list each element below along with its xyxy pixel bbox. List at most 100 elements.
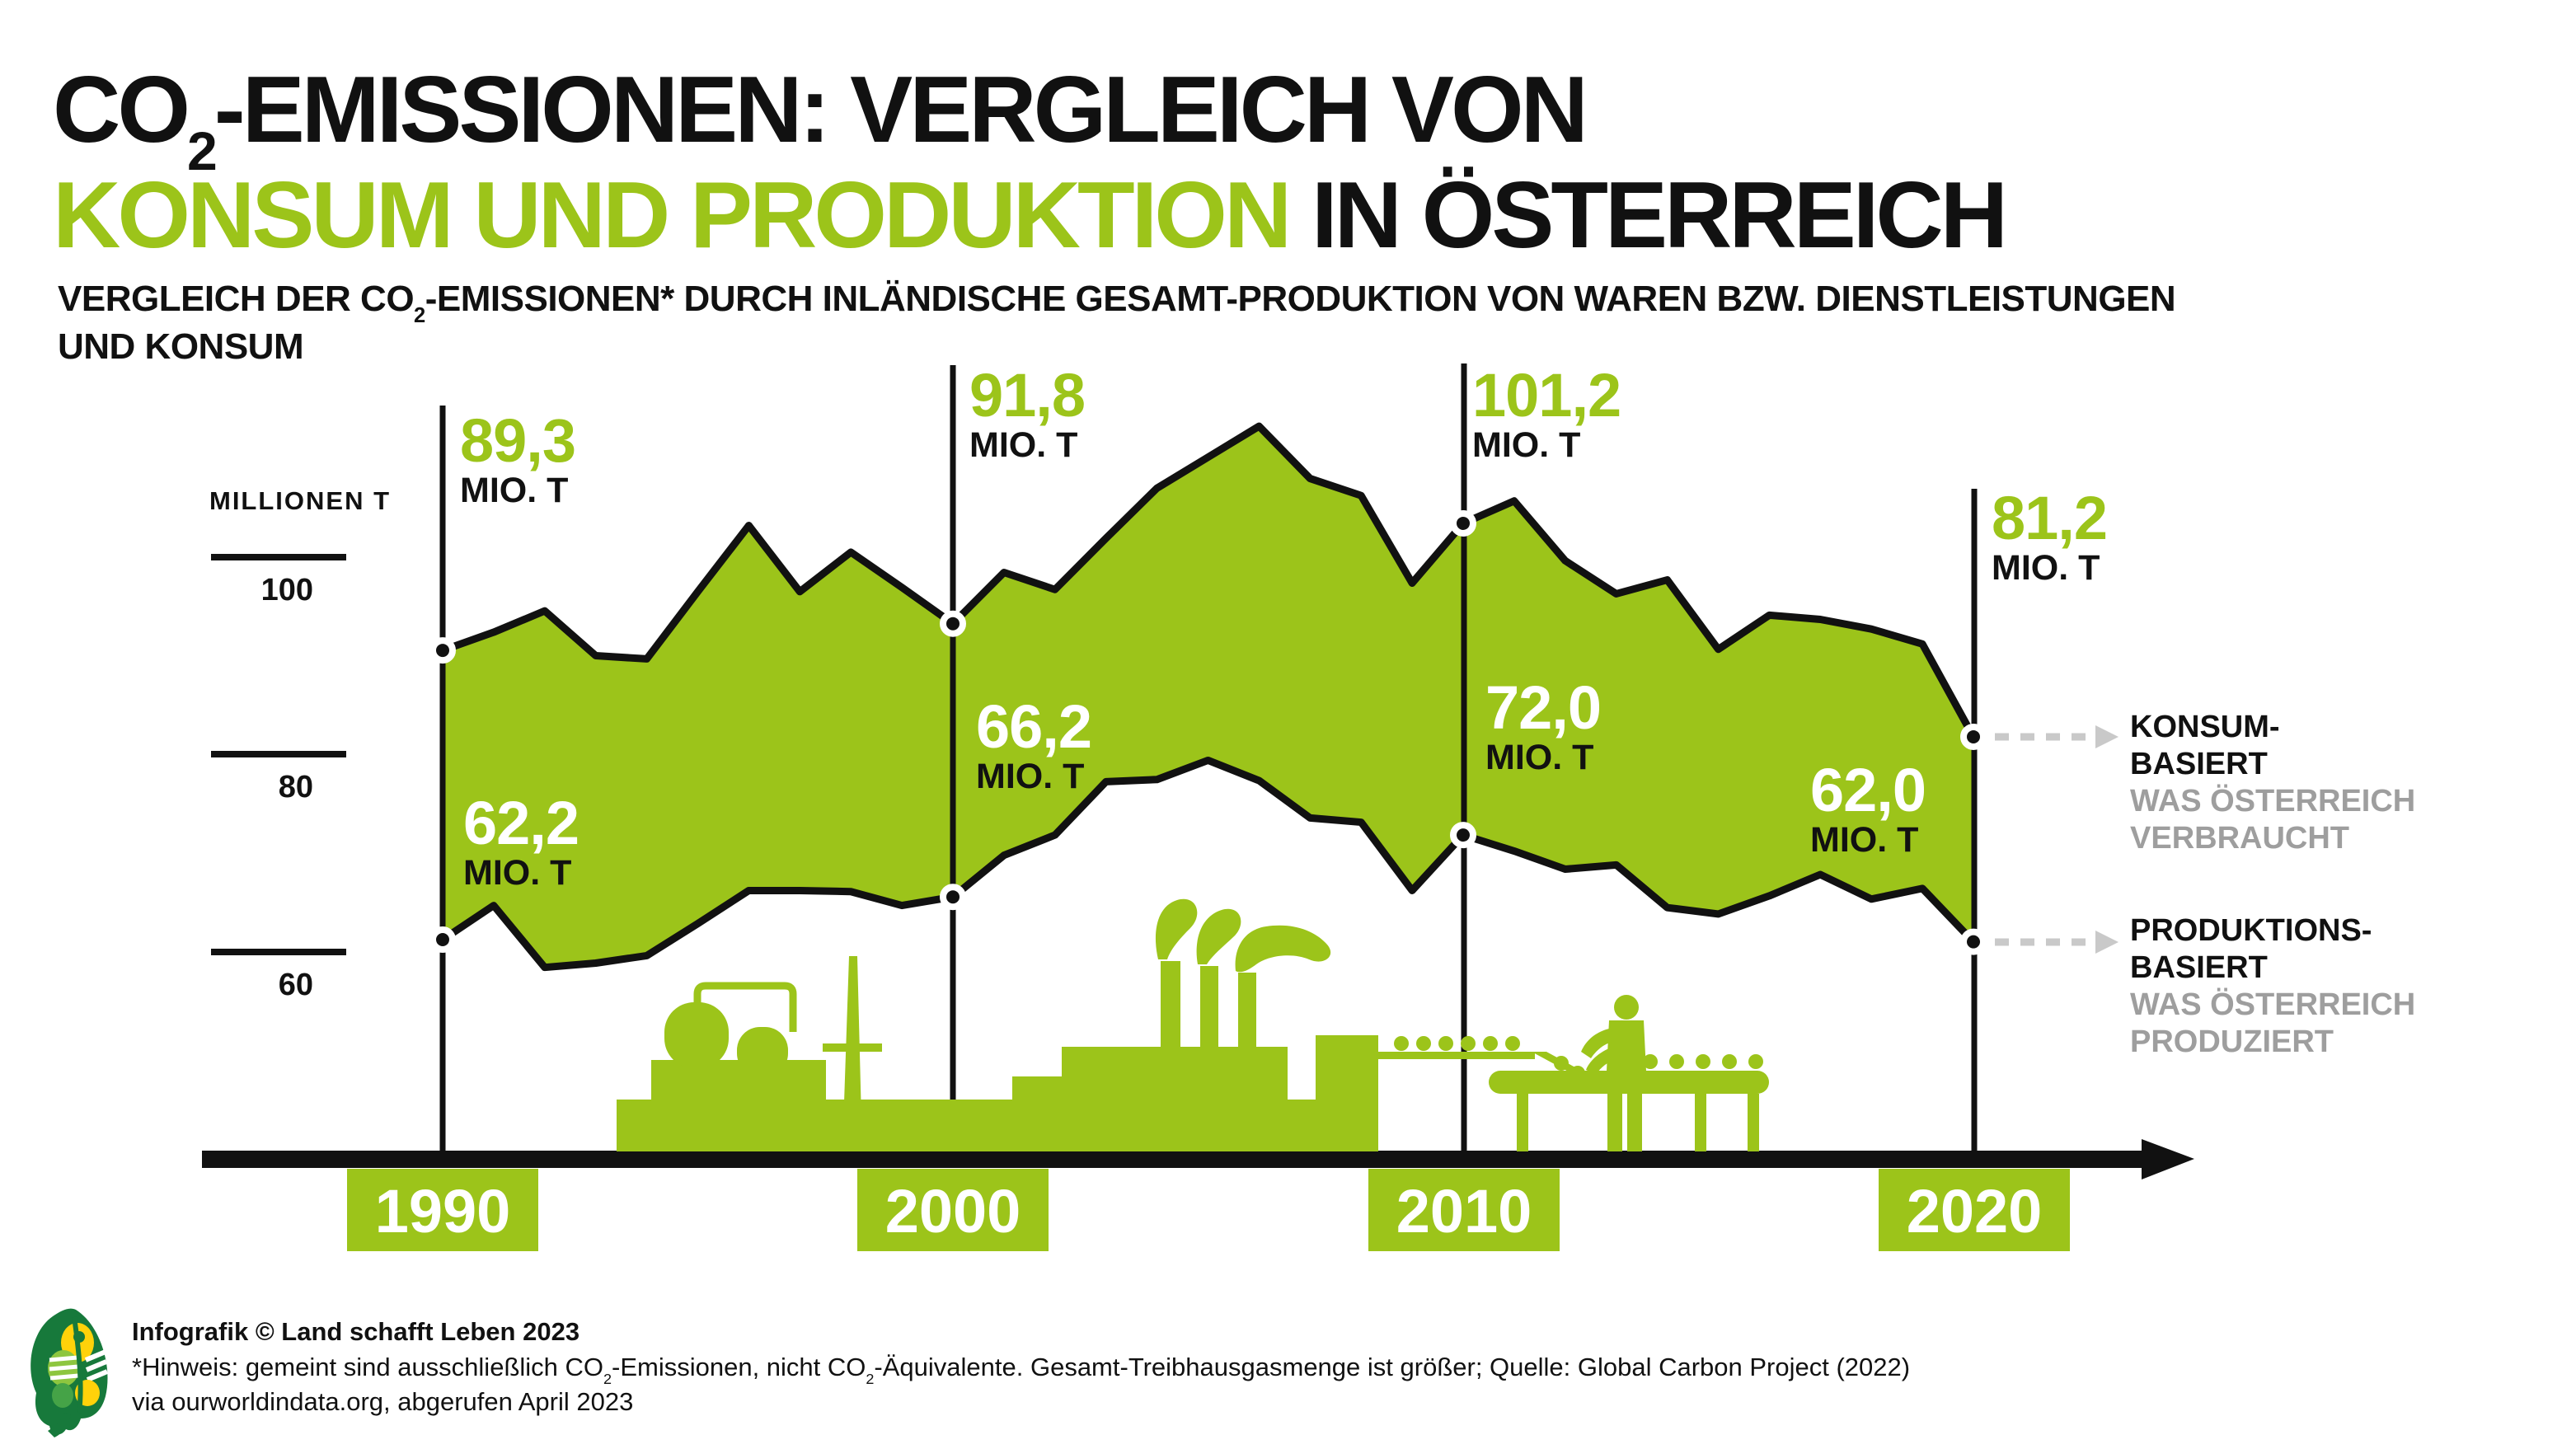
produktion-2000-unit: MIO. T (976, 757, 1091, 796)
page-title-line2: KONSUM UND PRODUKTION IN ÖSTERREICH (53, 163, 2005, 269)
konsum-2020-value: 81,2 (1992, 488, 2107, 549)
legend-produktion-title-line2: BASIERT (2130, 950, 2415, 987)
y-axis-unit-label: MILLIONEN T (209, 486, 391, 516)
factory-illustration (617, 899, 1769, 1151)
smokestack-icon (1238, 973, 1256, 1052)
smoke-puff-icon (1156, 899, 1197, 959)
produktion-2010-unit: MIO. T (1485, 739, 1601, 777)
page-subtitle-line1: VERGLEICH DER CO2-EMISSIONEN* DURCH INLÄ… (58, 275, 2175, 323)
dot-konsum-2020 (1964, 727, 1983, 747)
year-label-2020: 2020 (1879, 1169, 2070, 1251)
year-line-2010 (1462, 363, 1467, 1154)
legend-produktion-sub-line1: WAS ÖSTERREICH (2130, 987, 2415, 1024)
produktion-2020-value: 62,0 (1810, 760, 1926, 821)
footer-credit: Infografik © Land schafft Leben 2023 (132, 1315, 579, 1348)
smokestack-icon (1200, 966, 1218, 1052)
tick-line-100 (211, 554, 346, 560)
conveyor-item (1748, 1054, 1763, 1069)
footer-note-line2: via ourworldindata.org, abgerufen April … (132, 1386, 633, 1419)
dot-produktion-2020 (1964, 932, 1983, 952)
storage-tank-icon (737, 1027, 788, 1076)
belt-leg (1517, 1094, 1528, 1151)
dot-produktion-1990 (433, 930, 453, 950)
chimney-crossbar (823, 1043, 882, 1052)
conveyor-item (1505, 1036, 1520, 1051)
y-axis-ticks (211, 554, 346, 955)
infographic-canvas: { "title": { "line1_pre_sub": "CO", "lin… (0, 0, 2576, 1449)
legend-produktion-title-line1: PRODUKTIONS- (2130, 912, 2415, 950)
konsum-2000-unit: MIO. T (969, 426, 1085, 465)
produktion-1990-value: 62,2 (463, 793, 579, 854)
dot-produktion-2010 (1453, 825, 1473, 845)
conveyor-item (1438, 1036, 1453, 1051)
page-title-highlight: KONSUM UND PRODUKTION (53, 163, 1288, 268)
year-label-1990: 1990 (347, 1169, 538, 1251)
tick-label-100: 100 (188, 574, 313, 606)
smoke-puff-icon (1197, 909, 1241, 964)
konsum-2010-unit: MIO. T (1472, 426, 1621, 465)
page-subtitle-line2: UND KONSUM (58, 323, 2175, 371)
co2-subscript: 2 (187, 121, 214, 182)
x-axis-arrowhead-icon (2142, 1139, 2194, 1179)
legend-produktion-sub-line2: PRODUZIERT (2130, 1024, 2415, 1061)
year-line-2000 (950, 365, 956, 1154)
produktion-2000-value: 66,2 (976, 696, 1091, 757)
tick-label-60: 60 (188, 969, 313, 1001)
tick-line-60 (211, 949, 346, 955)
x-axis-bar (202, 1151, 2142, 1168)
conveyor-item (1722, 1054, 1737, 1069)
legend-produktion: PRODUKTIONS- BASIERT WAS ÖSTERREICH PROD… (2130, 912, 2415, 1061)
konsum-2020-unit: MIO. T (1992, 549, 2107, 588)
leaf-logo (30, 1309, 107, 1437)
smoke-puff-icon (1236, 926, 1331, 973)
legend-callout-arrows (1995, 725, 2119, 954)
co2-subscript: 2 (414, 304, 425, 327)
year-line-2020 (1972, 489, 1978, 1154)
conveyor-item (1483, 1036, 1498, 1051)
legend-konsum: KONSUM- BASIERT WAS ÖSTERREICH VERBRAUCH… (2130, 709, 2415, 857)
konsum-2010-value: 101,2 (1472, 365, 1621, 426)
conveyor-item (1554, 1056, 1569, 1071)
produktion-2010-value: 72,0 (1485, 678, 1601, 739)
callout-konsum-2010: 101,2 MIO. T (1472, 365, 1621, 465)
konsum-1990-unit: MIO. T (460, 471, 575, 510)
belt-leg (1695, 1094, 1706, 1151)
legend-konsum-sub-line1: WAS ÖSTERREICH (2130, 783, 2415, 820)
page-title: CO2-EMISSIONEN: VERGLEICH VON KONSUM UND… (53, 58, 2005, 269)
dot-konsum-1990 (433, 640, 453, 660)
callout-produktion-1990: 62,2 MIO. T (463, 793, 579, 893)
callout-konsum-2020: 81,2 MIO. T (1992, 488, 2107, 588)
conveyor-item (1416, 1036, 1431, 1051)
year-line-1990 (440, 406, 446, 1154)
legend-konsum-sub-line2: VERBRAUCHT (2130, 820, 2415, 857)
produktion-2020-unit: MIO. T (1810, 821, 1926, 860)
callout-produktion-2020: 62,0 MIO. T (1810, 760, 1926, 860)
smokestack-icon (1161, 961, 1180, 1052)
produktion-1990-unit: MIO. T (463, 854, 579, 893)
konsum-arrowhead-icon (2095, 725, 2119, 748)
conveyor-item (1669, 1054, 1684, 1069)
year-label-2000: 2000 (857, 1169, 1049, 1251)
conveyor-item (1696, 1054, 1710, 1069)
conveyor-item (1394, 1036, 1409, 1051)
thin-chimney-icon (842, 956, 862, 1151)
callout-konsum-1990: 89,3 MIO. T (460, 410, 575, 510)
legend-konsum-title-line1: KONSUM- (2130, 709, 2415, 746)
area-between-series (443, 426, 1973, 968)
factory-platform (651, 1060, 826, 1109)
co2-subscript: 2 (866, 1371, 874, 1387)
konsum-1990-value: 89,3 (460, 410, 575, 471)
conveyor-item (1461, 1036, 1476, 1051)
factory-main-building (1062, 1047, 1288, 1151)
callout-konsum-2000: 91,8 MIO. T (969, 365, 1085, 465)
dot-konsum-2010 (1453, 513, 1473, 533)
konsum-2000-value: 91,8 (969, 365, 1085, 426)
produktion-arrowhead-icon (2095, 931, 2119, 954)
belt-leg (1748, 1094, 1759, 1151)
page-title-line1: CO2-EMISSIONEN: VERGLEICH VON (53, 58, 2005, 163)
footer-note-line1: *Hinweis: gemeint sind ausschließlich CO… (132, 1351, 1910, 1384)
dot-produktion-2000 (943, 887, 963, 907)
tick-line-80 (211, 751, 346, 757)
callout-produktion-2000: 66,2 MIO. T (976, 696, 1091, 796)
conveyor-beam (1316, 1052, 1535, 1059)
